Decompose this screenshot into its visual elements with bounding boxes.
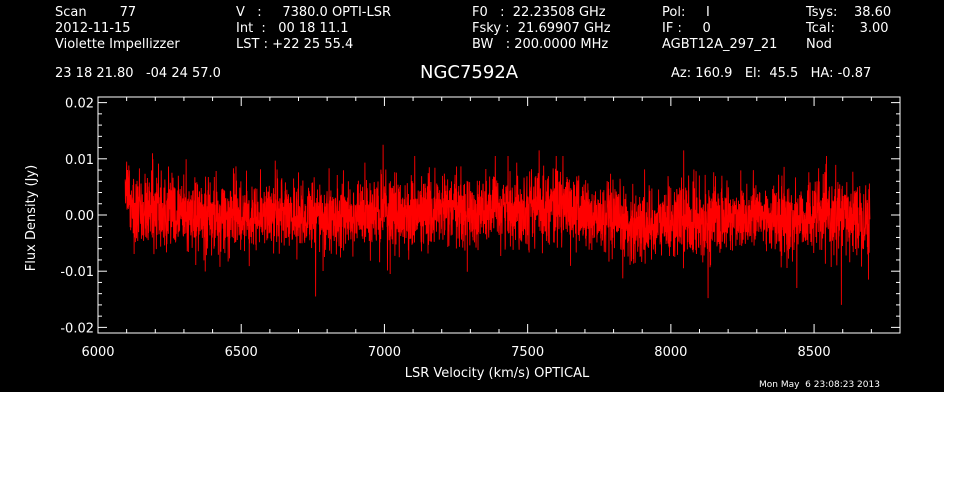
- integration-line: Int : 00 18 11.1: [236, 21, 349, 36]
- sky-frequency-line: Fsky : 21.69907 GHz: [472, 21, 611, 36]
- plot-window: Scan 77 2012-11-15 Violette Impellizzer …: [0, 0, 944, 392]
- project-line: AGBT12A_297_21: [662, 37, 778, 52]
- y-tick-label: -0.02: [60, 321, 94, 336]
- x-axis-label: LSR Velocity (km/s) OPTICAL: [405, 366, 590, 381]
- x-tick-label: 7500: [511, 345, 544, 360]
- spectrum-chart: 6000 6500 7000 7500 8000 8500 -0.02 -0.01 0.00 0.…: [24, 96, 901, 381]
- velocity-line: V : 7380.0 OPTI-LSR: [236, 5, 392, 20]
- x-tick-label: 6500: [225, 345, 258, 360]
- source-name: NGC7592A: [420, 62, 519, 83]
- y-axis-label: Flux Density (Jy): [24, 165, 39, 271]
- x-tick-label: 7000: [368, 345, 401, 360]
- if-line: IF : 0: [662, 21, 711, 36]
- spectrum-series: [124, 144, 871, 305]
- rest-frequency-line: F0 : 22.23508 GHz: [472, 5, 606, 20]
- tick-labels: 6000 6500 7000 7500 8000 8500 -0.02 -0.01 0.00 0.…: [60, 97, 830, 360]
- axis-ticks: [97, 97, 901, 333]
- timestamp: Mon May 6 23:08:23 2013: [759, 380, 880, 390]
- lst-line: LST : +22 25 55.4: [236, 37, 354, 52]
- x-tick-label: 8000: [654, 345, 687, 360]
- coordinates-line: 23 18 21.80 -04 24 57.0: [55, 66, 221, 81]
- y-tick-label: 0.00: [65, 209, 94, 224]
- az-el-ha-line: Az: 160.9 El: 45.5 HA: -0.87: [671, 66, 872, 81]
- mode-line: Nod: [806, 37, 832, 52]
- spectrum-line: [124, 144, 871, 305]
- x-tick-label: 8500: [798, 345, 831, 360]
- tsys-line: Tsys: 38.60: [806, 5, 892, 20]
- x-tick-label: 6000: [81, 345, 114, 360]
- bandwidth-line: BW : 200.0000 MHz: [472, 37, 609, 52]
- observer-line: Violette Impellizzer: [55, 37, 180, 52]
- tcal-line: Tcal: 3.00: [806, 21, 889, 36]
- date-line: 2012-11-15: [55, 21, 131, 36]
- scan-line: Scan 77: [55, 5, 137, 20]
- polarization-line: Pol: I: [662, 5, 710, 20]
- y-tick-label: -0.01: [60, 265, 94, 280]
- y-tick-label: 0.01: [65, 153, 94, 168]
- y-tick-label: 0.02: [65, 97, 94, 112]
